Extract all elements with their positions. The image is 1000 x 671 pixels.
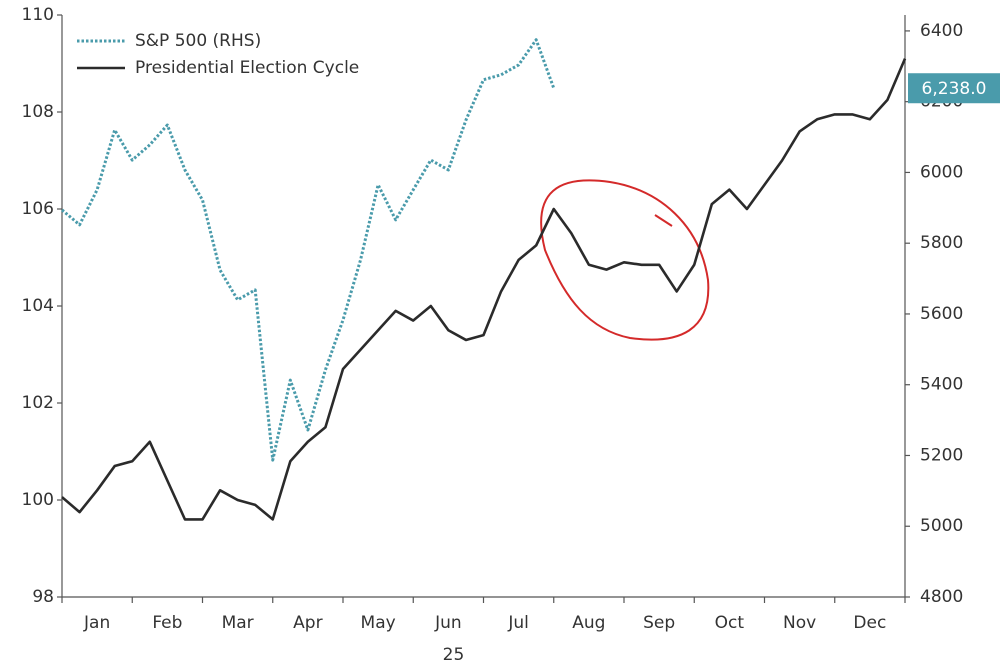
y-tick-label: 102 (22, 393, 54, 413)
x-tick-label: Aug (572, 613, 605, 633)
y2-tick-label: 5600 (920, 304, 963, 324)
x-tick-label: Apr (293, 613, 322, 633)
x-tick-label: Mar (222, 613, 254, 633)
y2-tick-label: 6000 (920, 162, 963, 182)
legend-label: S&P 500 (RHS) (135, 31, 261, 51)
y2-tick-label: 5800 (920, 233, 963, 253)
y2-tick-label: 5400 (920, 375, 963, 395)
y2-tick-label: 6400 (920, 21, 963, 41)
x-tick-label: May (361, 613, 396, 633)
series-line (61, 58, 907, 521)
x-axis-label: 25 (443, 645, 465, 665)
y2-tick-label: 5000 (920, 516, 963, 536)
y-tick-label: 108 (22, 102, 54, 122)
x-tick-label: Jun (434, 613, 462, 633)
y2-tick-label: 4800 (920, 587, 963, 607)
hand-drawn-circle (540, 179, 710, 341)
y-tick-label: 104 (22, 296, 54, 316)
y-tick-label: 98 (32, 587, 54, 607)
last-value-label: 6,238.0 (922, 79, 987, 99)
x-tick-label: Oct (715, 613, 745, 633)
x-tick-label: Jul (507, 613, 529, 633)
y2-tick-label: 5200 (920, 445, 963, 465)
x-tick-label: Sep (643, 613, 675, 633)
y-tick-label: 106 (22, 199, 54, 219)
x-tick-label: Dec (853, 613, 886, 633)
x-tick-label: Feb (152, 613, 182, 633)
y-tick-label: 100 (22, 490, 54, 510)
x-tick-label: Nov (783, 613, 816, 633)
y-tick-label: 110 (22, 5, 54, 25)
last-value-badge (908, 73, 1000, 104)
legend-label: Presidential Election Cycle (135, 58, 359, 78)
series-line (61, 38, 556, 462)
x-tick-label: Jan (83, 613, 110, 633)
